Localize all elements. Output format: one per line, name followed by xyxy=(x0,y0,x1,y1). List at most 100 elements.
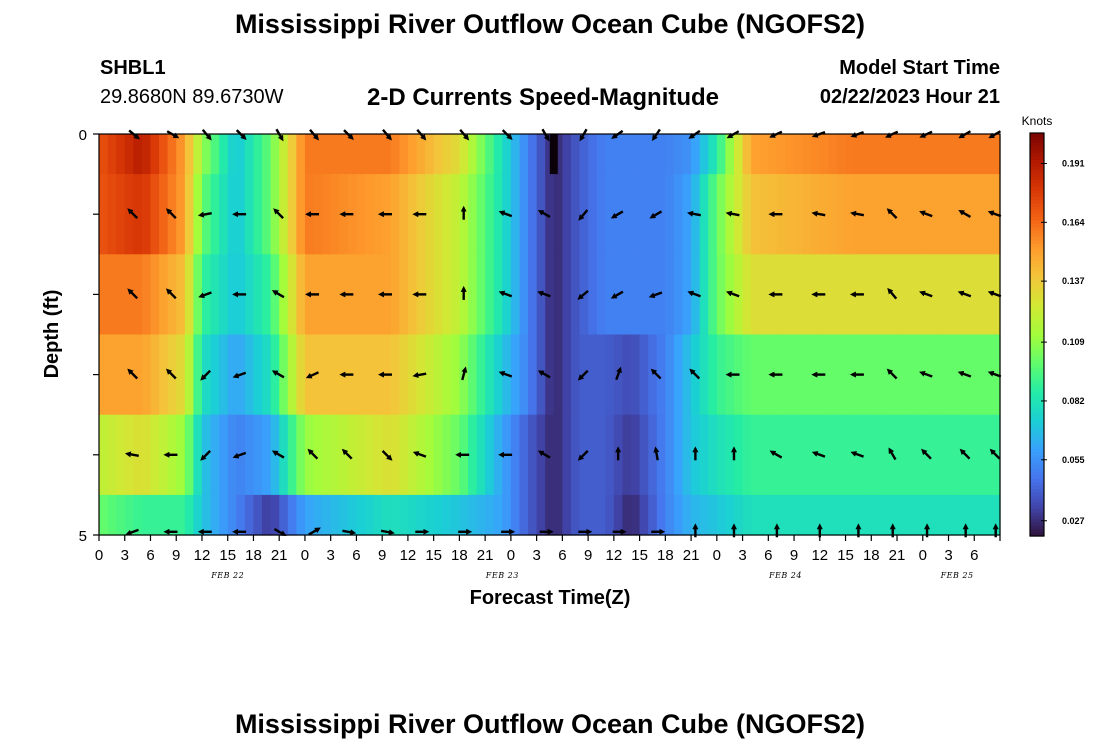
heatmap-cell xyxy=(253,254,263,336)
heatmap-cell xyxy=(459,494,469,536)
heatmap-cell xyxy=(888,134,898,175)
heatmap-cell xyxy=(545,494,555,536)
colorbar-swatch xyxy=(1030,381,1044,386)
heatmap-cell xyxy=(219,334,229,416)
heatmap-cell xyxy=(107,494,117,536)
heatmap-cell xyxy=(150,134,160,175)
station-id: SHBL1 xyxy=(100,57,166,79)
heatmap-cell xyxy=(365,414,375,496)
heatmap-cell xyxy=(330,254,340,336)
heatmap-cell xyxy=(442,134,452,175)
heatmap-cell xyxy=(751,494,761,536)
heatmap-cell xyxy=(296,254,306,336)
heatmap-cell xyxy=(879,254,890,336)
heatmap-cell xyxy=(450,174,460,255)
heatmap-cell xyxy=(733,134,744,175)
colorbar-swatch xyxy=(1030,421,1044,426)
heatmap-cell xyxy=(751,334,761,416)
current-vector-arrow xyxy=(811,451,826,458)
heatmap-cell xyxy=(365,494,375,536)
heatmap-cell xyxy=(519,334,529,416)
colorbar-swatch xyxy=(1030,240,1044,245)
heatmap-cell xyxy=(828,134,838,175)
heatmap-cell xyxy=(528,134,538,175)
colorbar-swatch xyxy=(1030,384,1044,389)
heatmap-cell xyxy=(562,334,572,416)
heatmap-cell xyxy=(528,494,538,536)
heatmap-cell xyxy=(982,414,993,496)
heatmap-cell xyxy=(467,494,478,536)
colorbar-swatch xyxy=(1030,321,1044,326)
heatmap-cell xyxy=(982,254,993,336)
heatmap-cell xyxy=(570,334,581,416)
heatmap-cell xyxy=(373,414,383,496)
heatmap-cell xyxy=(905,174,915,255)
heatmap-cell xyxy=(914,254,924,336)
heatmap-cell xyxy=(476,414,486,496)
heatmap-cell xyxy=(982,174,993,255)
current-vector-arrow xyxy=(577,450,589,461)
x-tick-label: 0 xyxy=(713,547,721,564)
heatmap-cell xyxy=(905,254,915,336)
heatmap-cell xyxy=(759,134,769,175)
colorbar-swatch xyxy=(1030,153,1044,158)
x-tick-label: 15 xyxy=(631,547,648,564)
heatmap-cell xyxy=(691,494,701,536)
heatmap-cell xyxy=(768,494,778,536)
current-vector-arrow xyxy=(887,287,898,300)
heatmap-cell xyxy=(794,414,804,496)
colorbar-swatch xyxy=(1030,247,1044,252)
heatmap-cell xyxy=(176,494,186,536)
heatmap-cell xyxy=(279,254,289,336)
heatmap-cell xyxy=(133,134,143,175)
current-vector-arrow xyxy=(200,450,211,461)
colorbar-swatch xyxy=(1030,223,1044,228)
colorbar-swatch xyxy=(1030,435,1044,440)
current-vector-arrow xyxy=(989,448,1001,460)
heatmap-cell xyxy=(948,254,958,336)
colorbar-swatch xyxy=(1030,418,1044,423)
colorbar-swatch xyxy=(1030,388,1044,393)
colorbar-swatch xyxy=(1030,149,1044,154)
colorbar-swatch xyxy=(1030,216,1044,221)
heatmap-cell xyxy=(425,494,435,536)
heatmap-cell xyxy=(631,494,641,536)
current-vector-arrow xyxy=(987,210,1002,218)
colorbar-swatch xyxy=(1030,488,1044,493)
heatmap-cell xyxy=(476,134,486,175)
x-tick-label: 9 xyxy=(584,547,592,564)
heatmap-cell xyxy=(184,494,194,536)
colorbar-swatch xyxy=(1030,415,1044,420)
heatmap-cell xyxy=(965,414,975,496)
heatmap-cell xyxy=(742,494,752,536)
colorbar-swatch xyxy=(1030,334,1044,339)
x-tick-label: 6 xyxy=(352,547,360,564)
heatmap-cell xyxy=(596,134,606,175)
current-vector-arrow xyxy=(498,210,513,218)
heatmap-cell xyxy=(819,134,829,175)
heatmap-cell xyxy=(184,334,194,416)
heatmap-cell xyxy=(553,414,563,496)
heatmap-cell xyxy=(279,134,289,175)
heatmap-cell xyxy=(99,414,109,496)
heatmap-cell xyxy=(794,334,804,416)
heatmap-cell xyxy=(879,494,890,536)
heatmap-cell xyxy=(159,254,169,336)
heatmap-cell xyxy=(751,174,761,255)
heatmap-cell xyxy=(262,494,272,536)
heatmap-cell xyxy=(699,134,709,175)
heatmap-cell xyxy=(742,334,752,416)
heatmap-cell xyxy=(888,494,898,536)
x-tick-label: 9 xyxy=(378,547,386,564)
page-title: Mississippi River Outflow Ocean Cube (NG… xyxy=(234,9,866,39)
heatmap-cell xyxy=(699,254,709,336)
colorbar-swatch xyxy=(1030,472,1044,477)
heatmap-cell xyxy=(425,254,435,336)
heatmap-cell xyxy=(922,494,932,536)
heatmap-cell xyxy=(425,414,435,496)
y-axis-label: Depth (ft) xyxy=(41,290,63,379)
heatmap-cell xyxy=(425,334,435,416)
heatmap-cell xyxy=(116,134,126,175)
heatmap-cell xyxy=(836,174,847,255)
heatmap-cell xyxy=(176,134,186,175)
